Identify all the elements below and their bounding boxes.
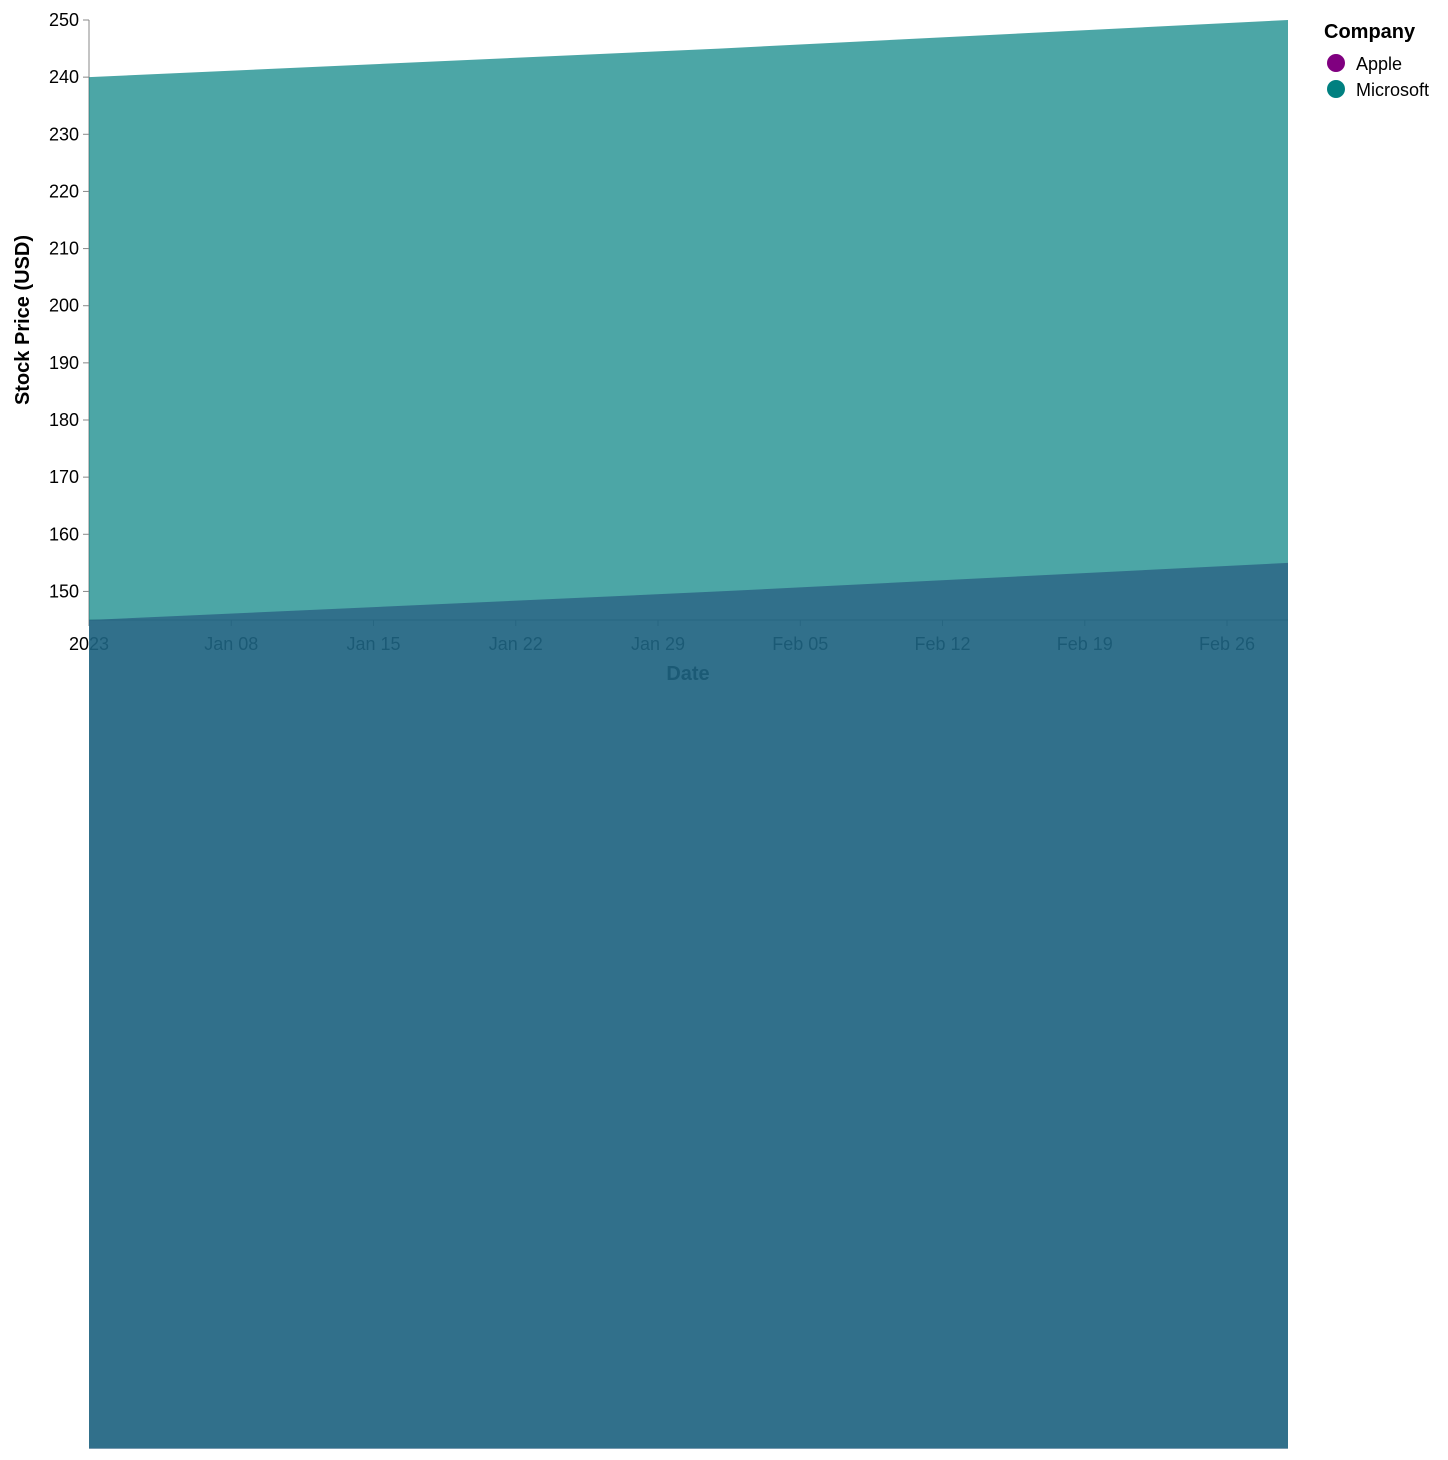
y-tick-label: 220 bbox=[49, 181, 79, 201]
y-tick-label: 210 bbox=[49, 239, 79, 259]
legend-label: Microsoft bbox=[1356, 80, 1429, 100]
y-tick-label: 160 bbox=[49, 524, 79, 544]
y-tick-label: 150 bbox=[49, 581, 79, 601]
area bbox=[89, 20, 1288, 1449]
y-tick-label: 190 bbox=[49, 353, 79, 373]
y-axis-title: Stock Price (USD) bbox=[12, 235, 34, 405]
legend-title: Company bbox=[1324, 21, 1416, 43]
y-tick-label: 170 bbox=[49, 467, 79, 487]
legend-label: Apple bbox=[1356, 54, 1402, 74]
y-tick-label: 200 bbox=[49, 296, 79, 316]
legend-swatch bbox=[1327, 80, 1345, 98]
y-tick-label: 230 bbox=[49, 124, 79, 144]
y-tick-label: 240 bbox=[49, 67, 79, 87]
y-tick-label: 250 bbox=[49, 10, 79, 30]
y-tick-label: 180 bbox=[49, 410, 79, 430]
legend-swatch bbox=[1327, 54, 1345, 72]
